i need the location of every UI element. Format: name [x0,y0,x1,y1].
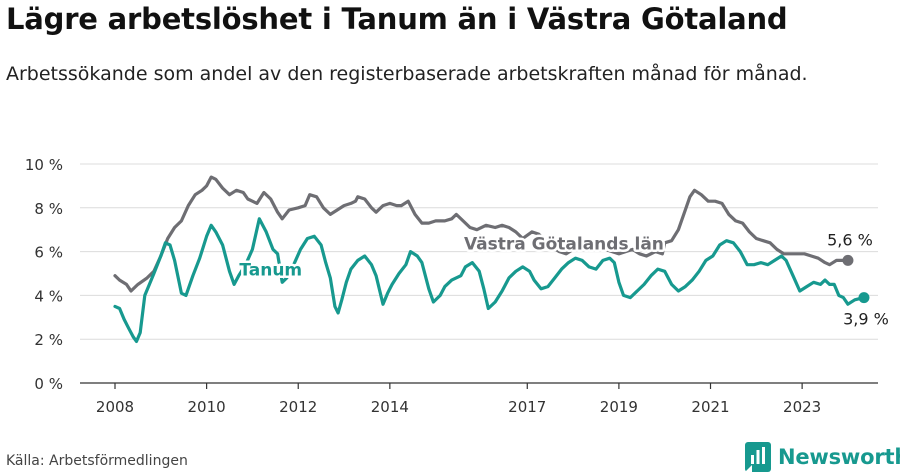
y-tick-label: 8 % [34,200,63,218]
series-line-0 [113,175,850,293]
x-tick-label: 2021 [691,398,729,416]
y-tick-label: 10 % [25,156,63,174]
series-end-point [842,254,854,266]
brand[interactable]: Newsworthy [745,442,900,472]
series-line-1 [113,217,866,343]
y-tick-labels: 0 % 2 % 4 % 6 % 8 % 10 % [25,156,63,393]
x-tick-label: 2019 [600,398,638,416]
x-tick-label: 2012 [279,398,317,416]
y-tick-label: 2 % [34,331,63,349]
x-tick-label: 2023 [783,398,821,416]
y-tick-label: 4 % [34,287,63,305]
y-tick-label: 0 % [34,375,63,393]
series-label: Västra Götalands län [464,234,664,254]
series-end-label: 5,6 % [827,230,873,249]
gridlines [80,163,878,340]
newsworthy-logo-icon [745,442,771,472]
series-label-halo: Västra Götalands län [464,234,664,254]
y-tick-label: 6 % [34,244,63,262]
chart-title: Lägre arbetslöshet i Tanum än i Västra G… [6,2,788,36]
chart-subtitle: Arbetssökande som andel av den registerb… [6,63,808,85]
series-end-point [858,292,870,304]
x-tick-label: 2014 [371,398,409,416]
brand-name: Newsworthy [778,445,900,469]
x-tick-label: 2008 [96,398,134,416]
series-label: Tanum [239,261,302,281]
x-tick-label: 2010 [188,398,226,416]
x-tick-label: 2017 [508,398,546,416]
x-axis: 2008 2010 2012 2014 2017 2019 2021 2023 [80,382,878,416]
series-label-halo: Tanum [239,261,302,281]
series-lines [113,175,870,343]
source-note: Källa: Arbetsförmedlingen [6,453,188,469]
series-end-label: 3,9 % [843,310,889,329]
